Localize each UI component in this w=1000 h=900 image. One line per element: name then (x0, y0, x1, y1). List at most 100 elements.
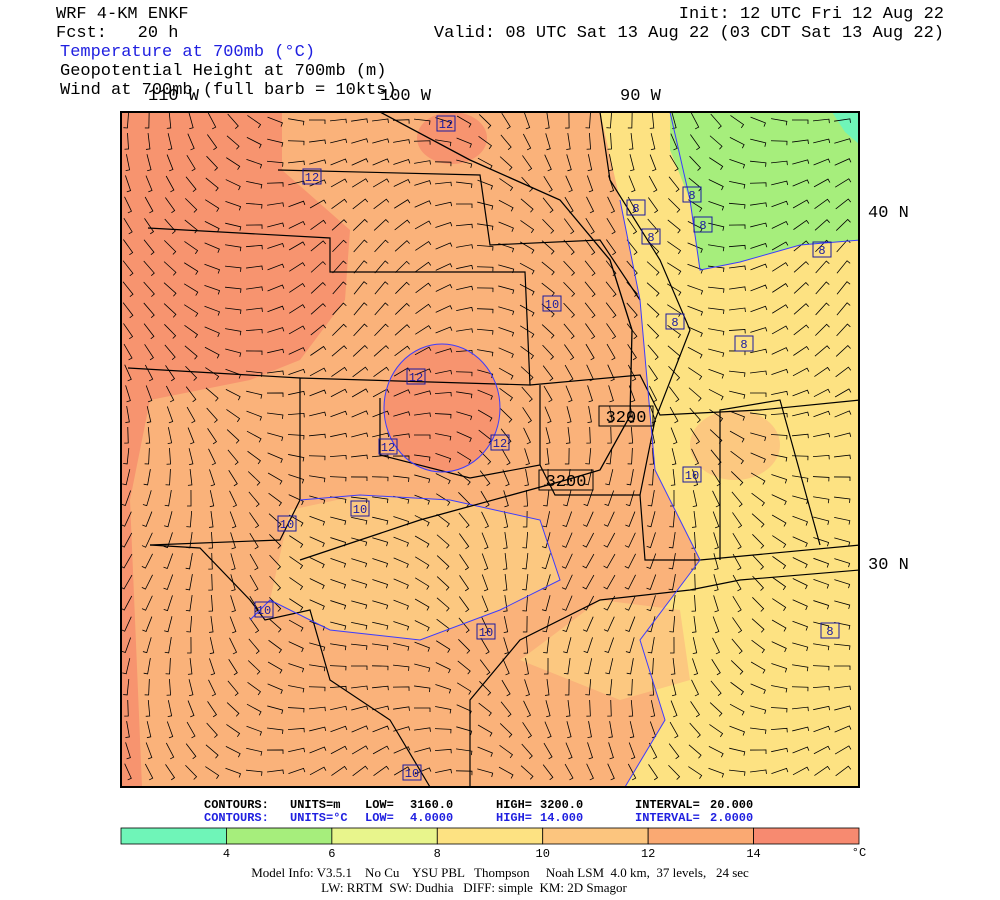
wind-barb (834, 705, 852, 711)
wind-barb (414, 727, 431, 732)
wind-barb (393, 475, 410, 482)
contour-label-box (538, 469, 594, 491)
wind-barb (288, 619, 304, 632)
wind-barb (330, 138, 348, 144)
wind-barb (770, 727, 788, 733)
wind-barb (332, 260, 347, 274)
wind-barb (351, 725, 369, 733)
wind-barb (392, 686, 410, 691)
wind-barb (287, 412, 305, 418)
wind-barb (498, 367, 514, 380)
wind-barb (145, 699, 151, 717)
wind-barb (288, 747, 306, 753)
wind-barb (542, 365, 554, 382)
wind-barb (207, 701, 218, 718)
wind-barb (205, 387, 219, 402)
wind-barb (519, 304, 535, 317)
wind-barb (646, 261, 660, 276)
wind-barb (813, 410, 831, 418)
wind-barb (670, 700, 678, 718)
wind-barb (520, 366, 534, 381)
wind-barb (709, 724, 724, 738)
wind-barb (415, 303, 432, 314)
field-title: Temperature at 700mb (°C) (60, 43, 315, 62)
wind-barb (186, 615, 193, 633)
wind-barb (229, 490, 238, 508)
wind-barb (668, 386, 680, 403)
wind-barb (479, 449, 492, 465)
wind-barb (166, 678, 172, 696)
wind-barb (502, 574, 508, 591)
wind-barb (351, 410, 369, 418)
wind-barb (142, 511, 153, 527)
wind-barb (708, 745, 724, 758)
wind-barb (331, 765, 348, 776)
wind-barb (393, 766, 411, 776)
wind-barb (352, 198, 369, 210)
wind-barb (834, 558, 851, 568)
wind-barb (836, 260, 851, 274)
wind-barb (456, 137, 472, 148)
wind-barb (750, 305, 768, 313)
wind-barb (498, 243, 515, 253)
wind-barb (501, 448, 511, 466)
wind-barb (729, 137, 745, 149)
wind-barb (145, 426, 151, 444)
wind-barb (332, 323, 347, 336)
wind-barb (710, 680, 722, 697)
wind-barb (351, 643, 368, 650)
wind-barb (670, 133, 678, 151)
wind-barb (582, 574, 595, 590)
colorbar-bin (226, 827, 333, 845)
wind-barb (668, 743, 680, 760)
wind-barb (520, 198, 534, 213)
wind-barb (708, 201, 725, 211)
wind-barb (351, 621, 368, 630)
wind-barb (793, 282, 809, 294)
contour-label-box (402, 764, 422, 781)
wind-barb (226, 429, 240, 444)
wind-barb (143, 302, 155, 318)
wind-barb (689, 155, 702, 171)
wind-barb (499, 408, 513, 423)
wind-barb (144, 447, 150, 465)
wind-barb (712, 511, 720, 529)
wind-barb (792, 642, 809, 652)
wind-barb (225, 388, 241, 401)
wind-barb (835, 765, 852, 777)
wind-barb (351, 579, 368, 589)
wind-barb (813, 705, 831, 711)
wind-barb (772, 556, 787, 570)
wind-barb (143, 469, 151, 486)
wind-barb (729, 747, 746, 756)
wind-barb (374, 323, 389, 337)
wind-barb (309, 599, 325, 611)
wind-barb (627, 112, 633, 129)
wind-barb (813, 138, 831, 144)
wind-barb (309, 475, 326, 483)
wind-barb (646, 595, 656, 612)
wind-barb (309, 664, 326, 672)
wind-barb (750, 242, 768, 249)
wind-barb (352, 344, 368, 357)
wind-barb (771, 368, 789, 375)
wind-barb (728, 329, 746, 334)
wind-barb (208, 552, 213, 570)
wind-barb (771, 494, 787, 506)
wind-barb (434, 413, 452, 419)
wind-barb (267, 222, 285, 228)
wind-barb (649, 678, 654, 696)
wind-barb (772, 304, 789, 314)
wind-barb (186, 406, 196, 424)
wind-barb (584, 302, 596, 319)
wind-barb (628, 742, 636, 760)
wind-barb (544, 406, 552, 424)
wind-barb (393, 536, 409, 547)
wind-barb (750, 412, 767, 420)
wind-barb (648, 197, 659, 214)
wind-barb (310, 281, 326, 294)
wind-barb (712, 616, 720, 634)
wind-barb (246, 769, 263, 776)
wind-barb (607, 132, 612, 150)
wind-barb (435, 117, 452, 127)
